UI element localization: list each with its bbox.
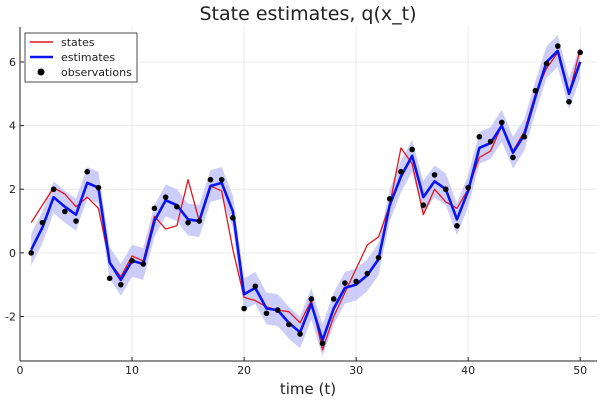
observation-point [151,205,158,212]
series-lines-layer [30,49,582,351]
y-tick-label: -2 [5,310,16,323]
observation-point [241,305,247,312]
observation-point [498,119,505,126]
x-tick-label: 40 [461,364,475,377]
observation-point [364,270,371,277]
legend-estimates-label: estimates [61,51,115,64]
series-line-states [30,49,581,351]
y-tick-label: 6 [9,56,16,69]
observation-point [263,310,270,317]
observation-point [543,60,550,67]
observation-point [554,43,561,49]
observation-point [465,184,471,191]
x-tick-label: 10 [125,364,139,377]
observation-point [62,208,68,215]
x-tick-label: 20 [237,364,251,377]
observation-point [308,296,315,302]
observation-point [174,203,180,210]
x-tick-label: 30 [349,364,363,377]
observation-point [218,176,225,183]
observation-point [207,176,214,183]
observation-point [566,98,572,105]
observation-point [73,218,79,224]
y-tick-label: 2 [9,183,16,196]
observation-point [375,254,382,261]
observation-point [409,146,415,153]
x-tick-label: 50 [573,364,587,377]
observation-point [398,168,404,175]
x-tick-label: 0 [17,364,24,377]
observation-point [230,215,236,221]
legend-states-label: states [61,36,95,49]
series-line-estimates [30,49,582,342]
observation-point [319,340,326,347]
observation-point [487,138,494,145]
observation-point [442,186,449,193]
observation-point [297,331,303,337]
y-tick-label: 4 [9,120,16,133]
observation-point [185,219,191,226]
observation-point [286,321,292,328]
observation-point [252,283,259,290]
observation-point [84,168,91,175]
observation-point [454,223,460,229]
observation-point [532,87,539,94]
observation-point [28,250,35,256]
x-axis-label: time (t) [280,380,336,398]
chart-title: State estimates, q(x_t) [200,3,417,25]
observation-points-layer [28,43,583,347]
observation-point [330,296,337,302]
axes: 0 10 20 30 40 50 -2 0 2 4 6 [5,27,597,377]
observation-point [129,258,135,264]
confidence-band-layer [31,34,581,357]
observation-point [420,202,427,208]
observation-point [521,133,527,140]
observation-point [577,49,583,56]
observation-point [39,219,46,226]
observation-point [50,186,57,193]
observation-point [95,184,102,191]
observation-point [386,195,393,202]
observation-point [162,194,169,200]
legend-observations-label: observations [61,66,132,79]
estimate-uncertainty-band [31,34,581,357]
legend-observations-marker [37,68,45,76]
observation-point [510,154,516,161]
observation-point [353,278,359,285]
observation-point [476,133,483,140]
observation-point [196,218,203,224]
observation-point [431,172,438,178]
y-tick-label: 0 [9,247,16,260]
observation-point [342,280,348,286]
observation-point [140,261,147,267]
observation-point [274,307,281,313]
observation-point [118,281,124,288]
legend: states estimates observations [24,32,138,83]
observation-point [106,275,113,282]
